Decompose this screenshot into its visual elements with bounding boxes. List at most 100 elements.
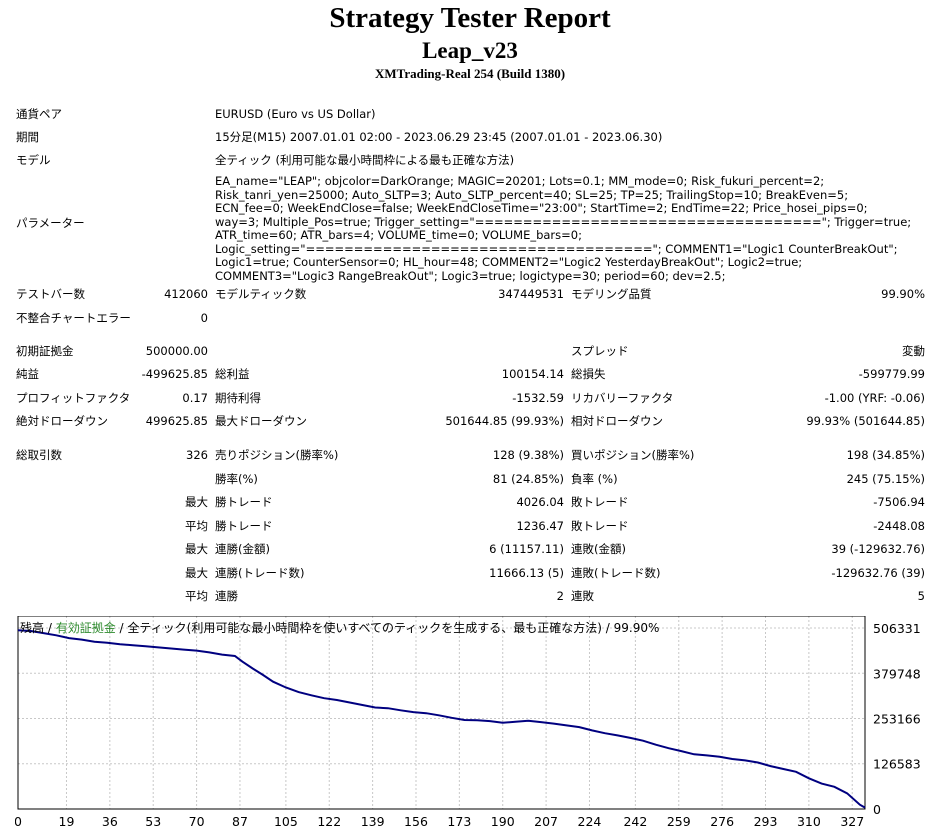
y-tick-label: 0 (873, 802, 881, 817)
max-win-value: 4026.04 (516, 495, 564, 509)
consec-loss-amt-value: 39 (-129632.76) (831, 542, 925, 556)
x-tick-label: 70 (189, 814, 205, 828)
legend-balance: 残高 (20, 621, 45, 635)
ticks-label: モデルティック数 (215, 287, 307, 301)
y-tick-label: 126583 (873, 757, 921, 772)
consec-win-cnt-value: 11666.13 (5) (489, 566, 564, 580)
long-label: 買いポジション(勝率%) (571, 448, 695, 462)
gross-profit-label: 総利益 (215, 367, 250, 381)
y-tick-label: 253166 (873, 711, 921, 726)
consec-win-cnt-label: 連勝(トレード数) (215, 566, 305, 580)
avg-loss-label: 敗トレード (571, 519, 629, 533)
pair-value: EURUSD (Euro vs US Dollar) (215, 107, 376, 121)
pf-label: プロフィットファクタ (16, 391, 131, 405)
max-loss-label: 敗トレード (571, 495, 629, 509)
consec-loss-amt-label: 連敗(金額) (571, 542, 626, 556)
chart-frame (17, 616, 866, 810)
max-dd-label: 最大ドローダウン (215, 414, 307, 428)
avg-win-value: 1236.47 (516, 519, 564, 533)
long-value: 198 (34.85%) (846, 448, 925, 462)
x-tick-label: 310 (797, 814, 821, 828)
params-value: EA_name="LEAP"; objcolor=DarkOrange; MAG… (215, 174, 912, 283)
winrate-value: 81 (24.85%) (492, 472, 564, 486)
x-tick-label: 36 (102, 814, 118, 828)
avg-win-label: 勝トレード (215, 519, 273, 533)
avg-label-2: 平均 (185, 589, 208, 603)
x-tick-label: 276 (710, 814, 734, 828)
max-label-3: 最大 (185, 566, 208, 580)
net-value: -499625.85 (141, 367, 208, 381)
balance-chart: 506331 379748 253166 126583 0 0 19 36 53 70 87 105… (15, 616, 921, 828)
winrate-label: 勝率(%) (215, 472, 258, 486)
max-loss-value: -7506.94 (873, 495, 925, 509)
abs-dd-value: 499625.85 (145, 414, 208, 428)
x-tick-label: 224 (578, 814, 602, 828)
server-build: XMTrading-Real 254 (Build 1380) (374, 66, 566, 81)
y-axis-labels: 506331 379748 253166 126583 0 (873, 621, 921, 817)
consec-win-amt-label: 連勝(金額) (215, 542, 270, 556)
avg-consec-win-value: 2 (556, 589, 564, 603)
recovery-value: -1.00 (YRF: -0.06) (824, 391, 925, 405)
x-tick-label: 105 (274, 814, 298, 828)
params-label: パラメーター (16, 216, 85, 230)
consec-loss-cnt-label: 連敗(トレード数) (571, 566, 661, 580)
y-tick-label: 506331 (873, 621, 921, 636)
x-tick-label: 327 (840, 814, 864, 828)
consec-loss-cnt-value: -129632.76 (39) (831, 566, 925, 580)
bars-label: テストバー数 (16, 287, 85, 301)
deposit-label: 初期証拠金 (16, 344, 74, 358)
avg-consec-loss-label: 連敗 (571, 589, 594, 603)
lossrate-label: 負率 (%) (571, 472, 618, 486)
grid (18, 616, 865, 809)
avg-label: 平均 (185, 519, 208, 533)
x-tick-label: 173 (447, 814, 471, 828)
x-tick-label: 242 (623, 814, 647, 828)
abs-dd-label: 絶対ドローダウン (16, 414, 108, 428)
bars-value: 412060 (164, 287, 208, 301)
legend-description: / 全ティック(利用可能な最小時間枠を使いすべてのティックを生成する、最も正確な… (115, 621, 660, 635)
x-tick-label: 156 (404, 814, 428, 828)
net-label: 純益 (16, 367, 39, 381)
x-tick-label: 0 (15, 814, 22, 828)
model-label: モデル (16, 153, 51, 167)
x-tick-label: 122 (317, 814, 341, 828)
rel-dd-label: 相対ドローダウン (571, 414, 663, 428)
max-label: 最大 (185, 495, 208, 509)
consec-win-amt-value: 6 (11157.11) (489, 542, 564, 556)
x-tick-label: 190 (491, 814, 515, 828)
avg-loss-value: -2448.08 (873, 519, 925, 533)
balance-line (17, 629, 866, 809)
spread-label: スプレッド (571, 344, 629, 358)
ea-name: Leap_v23 (422, 38, 518, 63)
quality-value: 99.90% (881, 287, 925, 301)
x-tick-label: 207 (534, 814, 558, 828)
quality-label: モデリング品質 (571, 287, 652, 301)
chart-legend: 残高 / 有効証拠金 / 全ティック(利用可能な最小時間枠を使いすべてのティック… (20, 619, 659, 636)
short-value: 128 (9.38%) (492, 448, 564, 462)
short-label: 売りポジション(勝率%) (215, 448, 339, 462)
rel-dd-value: 99.93% (501644.85) (806, 414, 925, 428)
x-tick-label: 53 (145, 814, 161, 828)
x-tick-label: 259 (667, 814, 691, 828)
trades-value: 326 (186, 448, 208, 462)
mismatch-value: 0 (200, 311, 208, 325)
avg-consec-win-label: 連勝 (215, 589, 238, 603)
x-tick-label: 87 (232, 814, 248, 828)
x-tick-label: 293 (754, 814, 778, 828)
legend-separator: / (44, 621, 56, 635)
mismatch-label: 不整合チャートエラー (16, 311, 131, 325)
spread-value: 変動 (902, 344, 925, 358)
x-tick-label: 19 (59, 814, 75, 828)
max-label-2: 最大 (185, 542, 208, 556)
ticks-value: 347449531 (498, 287, 564, 301)
gross-profit-value: 100154.14 (501, 367, 564, 381)
trades-label: 総取引数 (16, 448, 62, 462)
expected-label: 期待利得 (215, 391, 261, 405)
pair-label: 通貨ペア (16, 107, 62, 121)
x-axis-labels: 0 19 36 53 70 87 105 122 139 156 173 190 207 224 242 25… (15, 814, 864, 828)
lossrate-value: 245 (75.15%) (846, 472, 925, 486)
pf-value: 0.17 (182, 391, 208, 405)
expected-value: -1532.59 (512, 391, 564, 405)
model-value: 全ティック (利用可能な最小時間枠による最も正確な方法) (215, 153, 515, 167)
x-tick-label: 139 (361, 814, 385, 828)
